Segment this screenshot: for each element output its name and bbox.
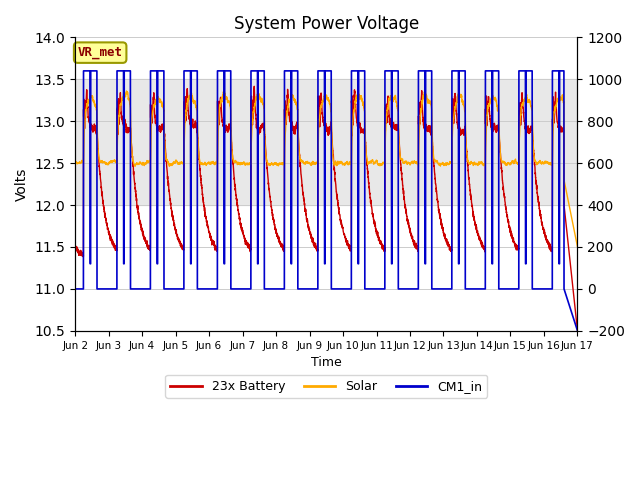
Solar (162, 152, 170, 157)
X-axis label: Time: Time (311, 356, 342, 369)
Solar (438, 161, 446, 167)
Line: CM1_in: CM1_in (75, 71, 577, 331)
23x Battery (411, 240, 419, 246)
Title: System Power Voltage: System Power Voltage (234, 15, 419, 33)
Solar (411, 159, 419, 165)
23x Battery (438, 224, 446, 230)
Legend: 23x Battery, Solar, CM1_in: 23x Battery, Solar, CM1_in (165, 375, 487, 398)
Solar (573, 240, 580, 246)
Solar (573, 243, 581, 249)
CM1_in (411, 286, 419, 292)
23x Battery (71, 246, 79, 252)
23x Battery (250, 84, 258, 89)
23x Battery (307, 236, 315, 241)
Bar (75, 79, 577, 205)
CM1_in (438, 286, 446, 292)
23x Battery (573, 322, 580, 327)
CM1_in (573, 326, 580, 332)
23x Battery (467, 193, 475, 199)
Line: Solar: Solar (75, 91, 577, 246)
CM1_in (162, 286, 170, 292)
CM1_in (71, 286, 79, 292)
CM1_in (80, 68, 88, 74)
23x Battery (573, 327, 581, 333)
CM1_in (573, 328, 581, 334)
Solar (71, 159, 79, 165)
Text: VR_met: VR_met (77, 46, 123, 59)
Solar (123, 88, 131, 94)
CM1_in (307, 286, 315, 292)
Solar (307, 162, 315, 168)
23x Battery (161, 145, 169, 151)
Y-axis label: Volts: Volts (15, 168, 29, 201)
Line: 23x Battery: 23x Battery (75, 86, 577, 330)
CM1_in (467, 286, 475, 292)
Solar (467, 158, 475, 164)
